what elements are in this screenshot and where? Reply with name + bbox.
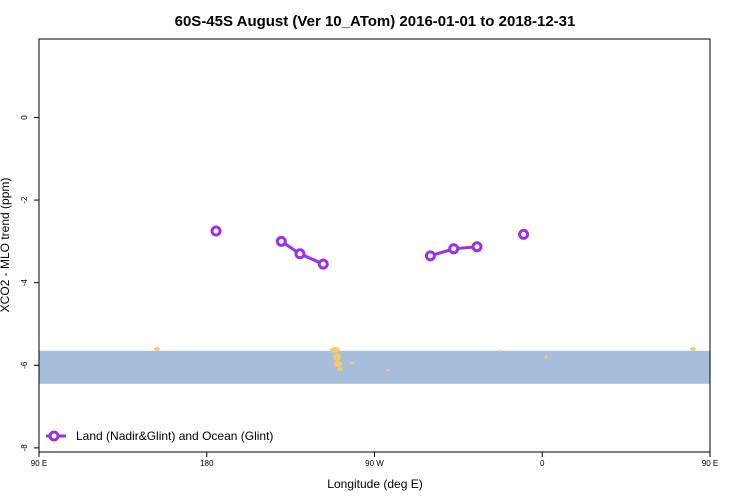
x-axis: 90 E 180 90 W 0 90 E: [31, 452, 718, 468]
legend: Land (Nadir&Glint) and Ocean (Glint): [46, 429, 273, 443]
data-point: [518, 228, 530, 240]
land-area: [337, 367, 343, 371]
y-tick-label: -4: [20, 279, 29, 287]
land-area: [333, 353, 341, 361]
land-area: [330, 347, 340, 353]
x-tick-label: 0: [540, 459, 545, 468]
data-point: [317, 258, 329, 270]
legend-marker: [48, 430, 60, 442]
y-tick-label: -2: [20, 196, 29, 204]
x-tick-label: 90 E: [31, 459, 47, 468]
data-point: [424, 250, 436, 262]
y-tick-label: -6: [20, 361, 29, 369]
ocean-band: [39, 350, 710, 384]
data-point: [210, 225, 222, 237]
x-axis-label: Longitude (deg E): [327, 477, 422, 491]
y-axis: 0 -2 -4 -6 -8: [20, 115, 39, 452]
plot-frame: [38, 38, 711, 453]
land-area: [350, 362, 354, 364]
land-area: [154, 347, 160, 351]
map-strip: [39, 347, 710, 384]
data-point: [471, 241, 483, 253]
land-area: [334, 361, 342, 367]
land-area: [386, 369, 390, 371]
y-tick-label: -8: [20, 444, 29, 452]
data-point: [448, 243, 460, 255]
chart-title: 60S-45S August (Ver 10_ATom) 2016-01-01 …: [175, 13, 576, 30]
land-area: [497, 350, 501, 352]
land-area: [690, 347, 696, 351]
legend-label: Land (Nadir&Glint) and Ocean (Glint): [76, 429, 273, 443]
data-point: [275, 235, 287, 247]
x-tick-label: 90 E: [702, 459, 718, 468]
x-tick-label: 90 W: [365, 459, 384, 468]
series-layer: [210, 225, 530, 270]
data-point: [294, 248, 306, 260]
land-area: [544, 355, 548, 359]
land-areas: [154, 347, 696, 371]
y-tick-label: 0: [20, 115, 29, 120]
y-axis-label: XCO2 - MLO trend (ppm): [0, 178, 12, 313]
x-tick-label: 180: [200, 459, 214, 468]
